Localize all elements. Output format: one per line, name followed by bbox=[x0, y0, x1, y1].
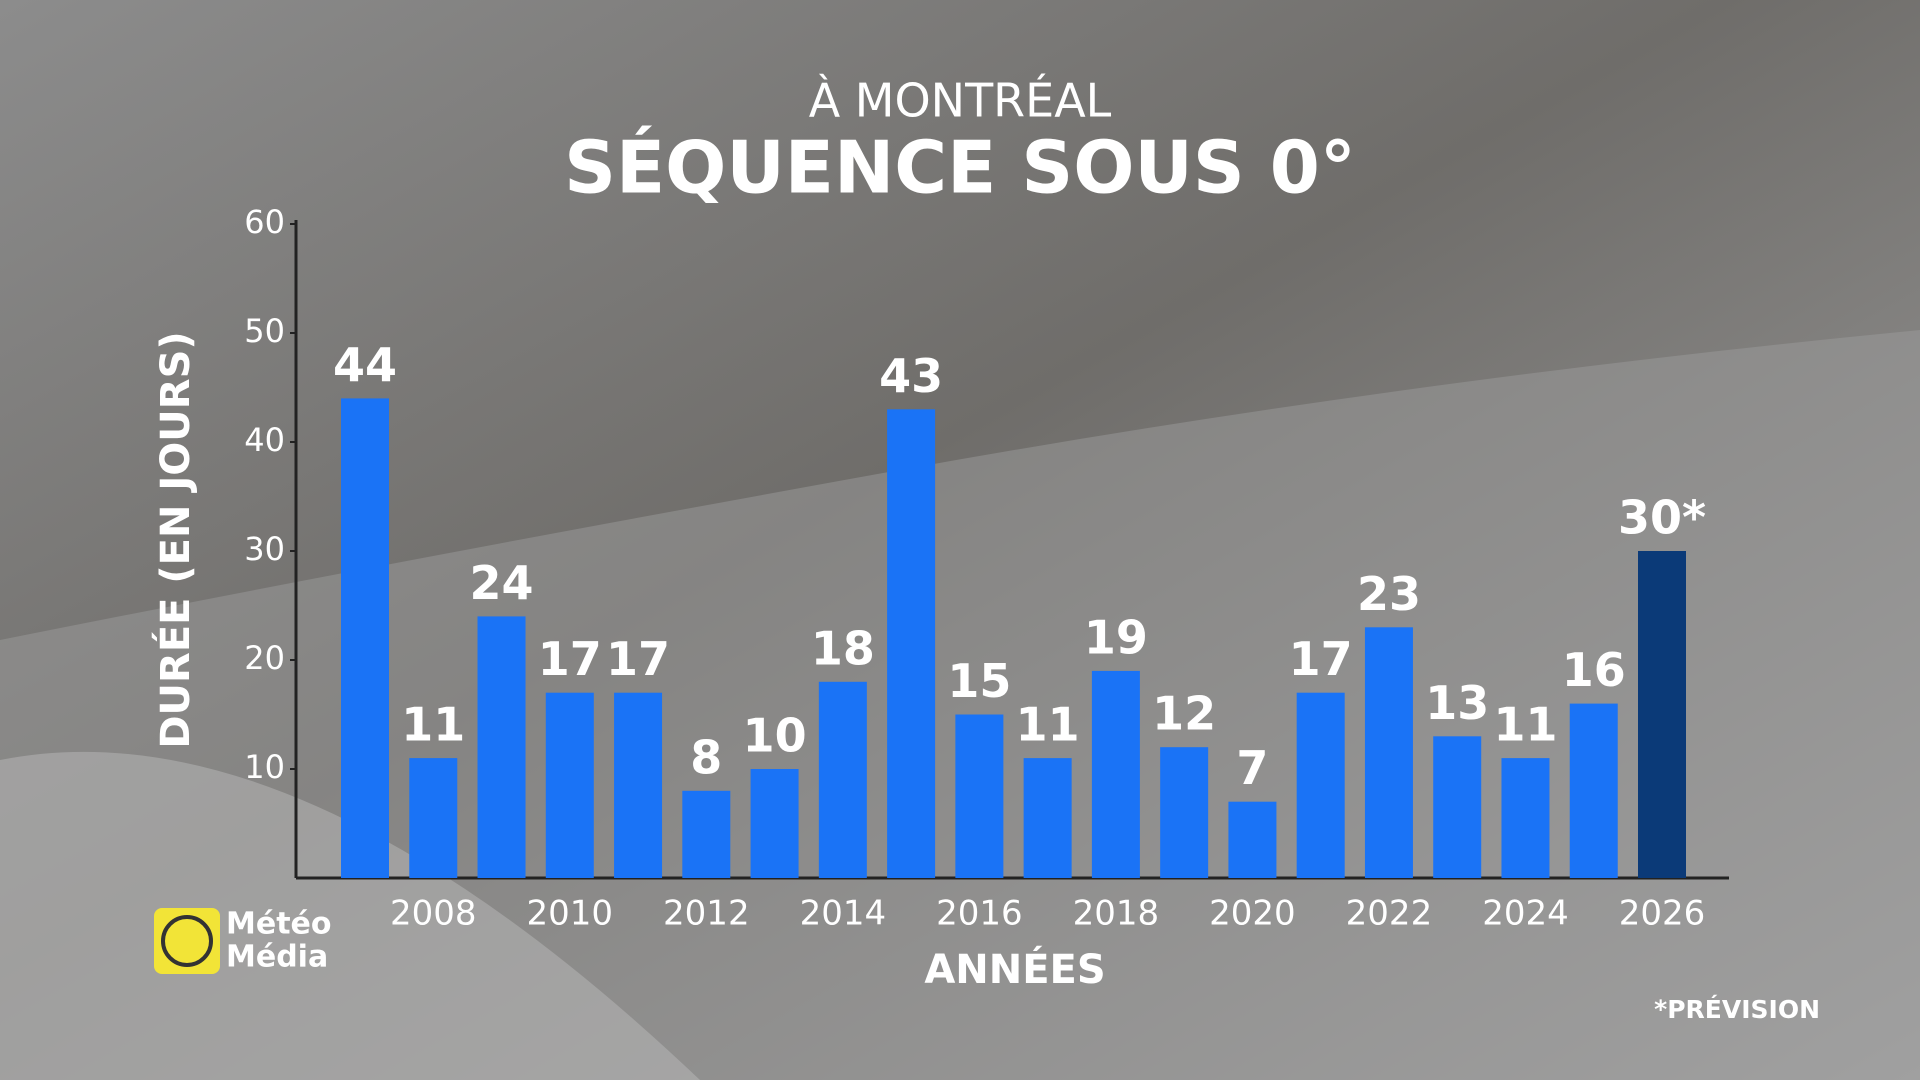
x-tick-label: 2024 bbox=[1482, 894, 1569, 934]
y-tick-label: 40 bbox=[244, 421, 285, 459]
logo-text: Média bbox=[226, 940, 328, 975]
bar bbox=[955, 714, 1004, 878]
chart-title: SÉQUENCE SOUS 0° bbox=[564, 126, 1356, 210]
value-label: 7 bbox=[1236, 741, 1268, 795]
bar bbox=[1569, 703, 1618, 878]
y-axis-label: DURÉE (EN JOURS) bbox=[151, 331, 199, 748]
bar bbox=[1638, 551, 1686, 878]
value-label: 17 bbox=[1289, 632, 1353, 686]
y-tick-label: 50 bbox=[244, 312, 285, 350]
bar bbox=[1433, 736, 1482, 878]
x-tick-label: 2014 bbox=[800, 894, 887, 934]
value-label: 11 bbox=[401, 698, 465, 752]
y-tick-label: 10 bbox=[244, 748, 285, 786]
x-tick-label: 2026 bbox=[1619, 894, 1706, 934]
bar bbox=[682, 790, 731, 878]
x-tick-label: 2008 bbox=[390, 894, 477, 934]
bar bbox=[1091, 670, 1140, 878]
value-label: 12 bbox=[1152, 687, 1216, 741]
x-tick-label: 2012 bbox=[663, 894, 750, 934]
logo-text: Météo bbox=[226, 907, 332, 942]
bar bbox=[409, 758, 458, 878]
bar bbox=[818, 681, 867, 878]
bar bbox=[750, 769, 799, 878]
bar bbox=[1160, 747, 1209, 878]
y-tick-label: 60 bbox=[244, 203, 285, 241]
value-label: 17 bbox=[606, 632, 670, 686]
note: *PRÉVISION bbox=[1654, 995, 1820, 1024]
value-label: 24 bbox=[470, 556, 534, 610]
x-tick-label: 2010 bbox=[527, 894, 614, 934]
value-label: 43 bbox=[879, 349, 943, 403]
snow-path bbox=[0, 751, 700, 1080]
x-tick-label: 2020 bbox=[1209, 894, 1296, 934]
value-label: 23 bbox=[1357, 567, 1421, 621]
value-label: 11 bbox=[1016, 698, 1080, 752]
chart-subtitle: À MONTRÉAL bbox=[809, 74, 1112, 128]
bar bbox=[1023, 758, 1072, 878]
value-label: 11 bbox=[1493, 698, 1557, 752]
value-label: 13 bbox=[1425, 676, 1489, 730]
bar bbox=[477, 616, 526, 878]
value-label: 19 bbox=[1084, 610, 1148, 664]
bar bbox=[614, 692, 663, 878]
x-tick-label: 2016 bbox=[936, 894, 1023, 934]
value-label: 18 bbox=[811, 621, 875, 675]
y-tick-label: 30 bbox=[244, 530, 285, 568]
value-label: 44 bbox=[333, 338, 397, 392]
value-label: 10 bbox=[743, 709, 807, 763]
value-label: 8 bbox=[690, 730, 722, 784]
bar bbox=[341, 398, 389, 878]
bar bbox=[1228, 801, 1277, 878]
y-tick-label: 20 bbox=[244, 639, 285, 677]
x-axis-label: ANNÉES bbox=[924, 945, 1105, 993]
x-tick-label: 2022 bbox=[1346, 894, 1433, 934]
snow-wall bbox=[0, 330, 1920, 1080]
value-label: 30* bbox=[1618, 491, 1706, 545]
bar bbox=[1364, 627, 1413, 878]
value-label: 16 bbox=[1562, 643, 1626, 697]
bar bbox=[545, 692, 594, 878]
logo-globe bbox=[161, 915, 213, 967]
bar bbox=[1501, 758, 1550, 878]
value-label: 15 bbox=[947, 654, 1011, 708]
x-tick-label: 2018 bbox=[1073, 894, 1160, 934]
value-label: 17 bbox=[538, 632, 602, 686]
bar bbox=[887, 409, 936, 878]
bar bbox=[1296, 692, 1345, 878]
